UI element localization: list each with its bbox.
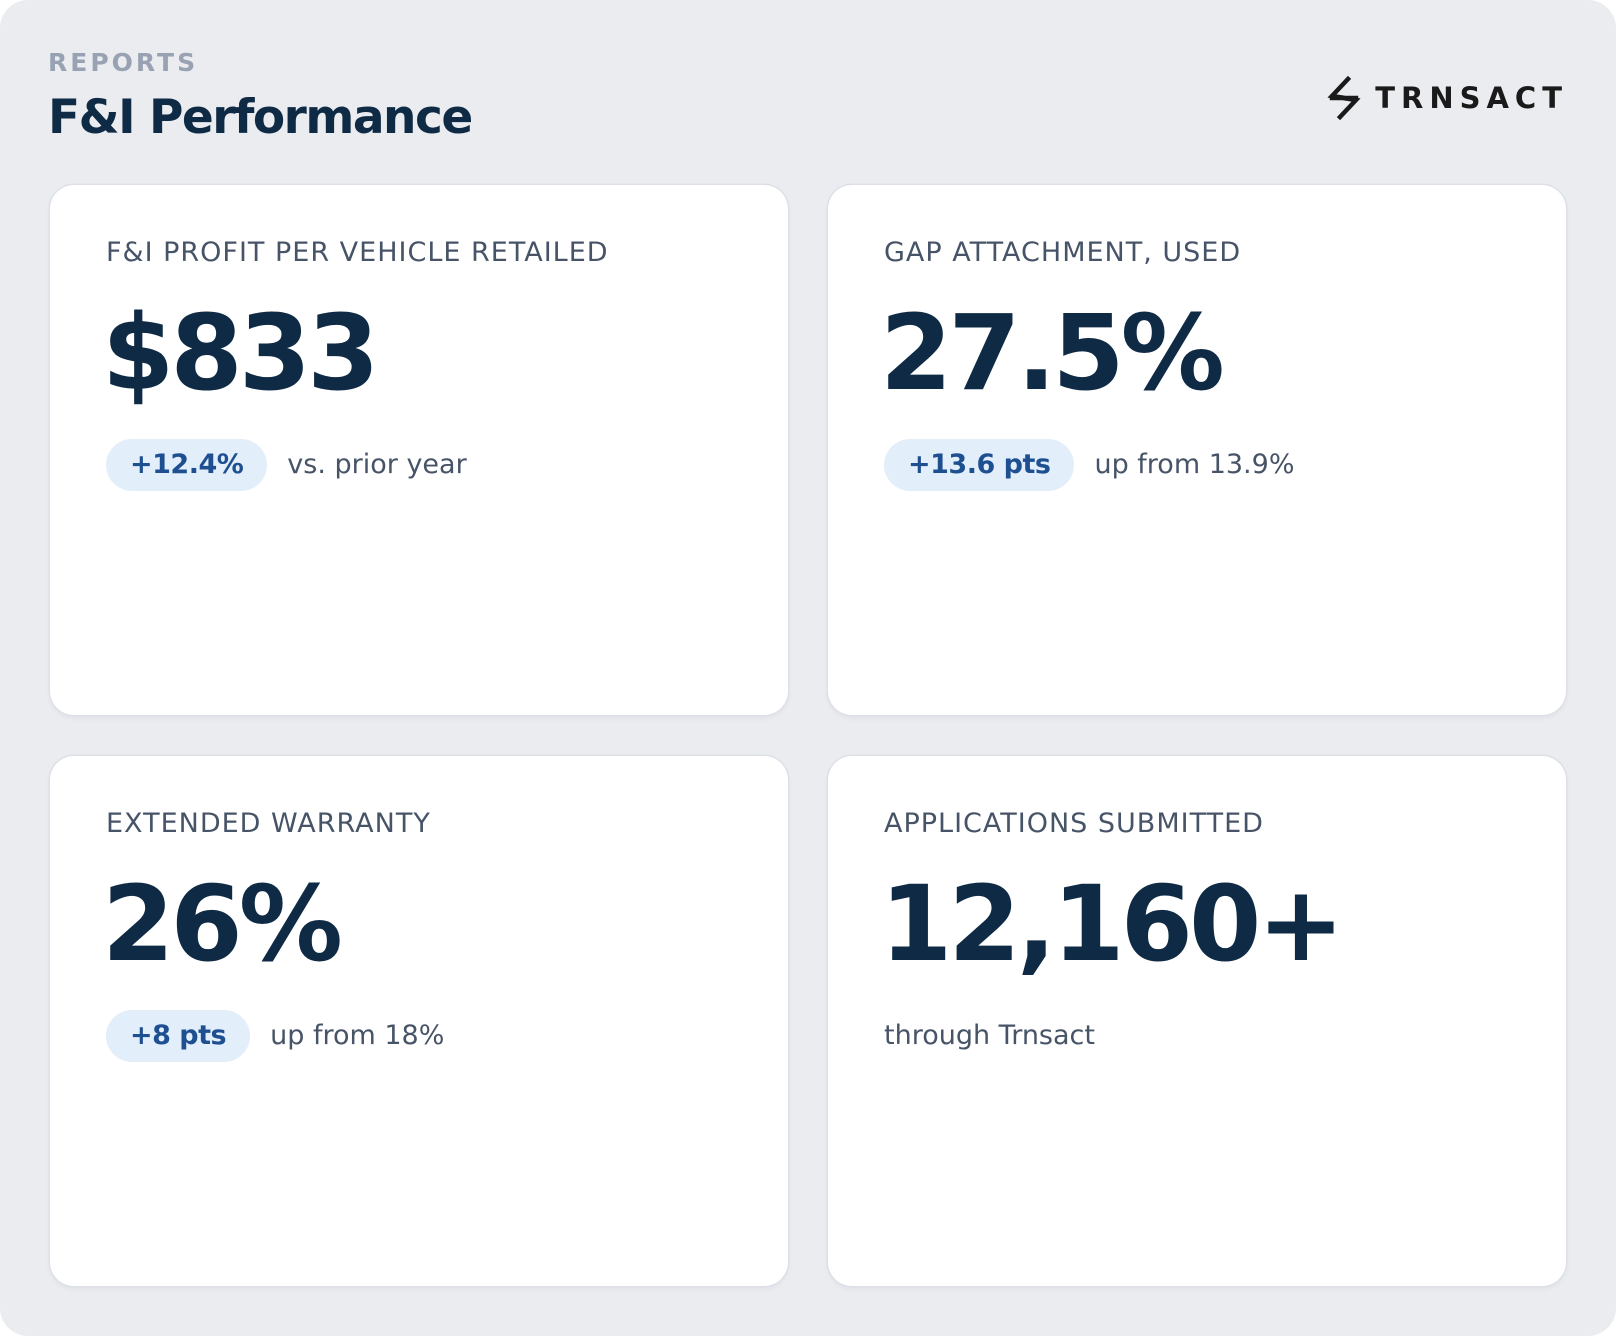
metric-value: 27.5% <box>880 292 1225 414</box>
metric-value: $833 <box>102 292 379 414</box>
delta-badge: +13.6 pts <box>884 439 1075 491</box>
brand-logo: TRNSACT <box>1325 76 1568 120</box>
delta-note: up from 13.9% <box>1094 449 1295 480</box>
metric-card-profit-per-vehicle: F&I PROFIT PER VEHICLE RETAILED $833 +12… <box>50 185 788 715</box>
metric-delta-row: +13.6 pts up from 13.9% <box>884 439 1294 491</box>
metric-label: APPLICATIONS SUBMITTED <box>884 808 1264 839</box>
metric-footnote: through Trnsact <box>884 1020 1095 1051</box>
metric-card-extended-warranty: EXTENDED WARRANTY 26% +8 pts up from 18% <box>50 756 788 1286</box>
delta-badge: +8 pts <box>106 1010 251 1062</box>
metric-card-applications-submitted: APPLICATIONS SUBMITTED 12,160+ through T… <box>828 756 1566 1286</box>
section-eyebrow: REPORTS <box>48 48 199 77</box>
metric-value: 26% <box>102 863 343 985</box>
metric-delta-row: +8 pts up from 18% <box>106 1010 444 1062</box>
metric-label: F&I PROFIT PER VEHICLE RETAILED <box>106 237 609 268</box>
metric-delta-row: +12.4% vs. prior year <box>106 439 467 491</box>
delta-note: up from 18% <box>270 1020 445 1051</box>
metric-label: GAP ATTACHMENT, USED <box>884 237 1242 268</box>
metric-card-gap-attachment: GAP ATTACHMENT, USED 27.5% +13.6 pts up … <box>828 185 1566 715</box>
trnsact-logo-icon <box>1327 76 1361 120</box>
page-title: F&I Performance <box>48 90 473 145</box>
metric-label: EXTENDED WARRANTY <box>106 808 431 839</box>
metric-value: 12,160+ <box>880 863 1344 985</box>
brand-wordmark: TRNSACT <box>1375 81 1568 115</box>
delta-badge: +12.4% <box>106 439 268 491</box>
delta-note: vs. prior year <box>287 449 467 480</box>
